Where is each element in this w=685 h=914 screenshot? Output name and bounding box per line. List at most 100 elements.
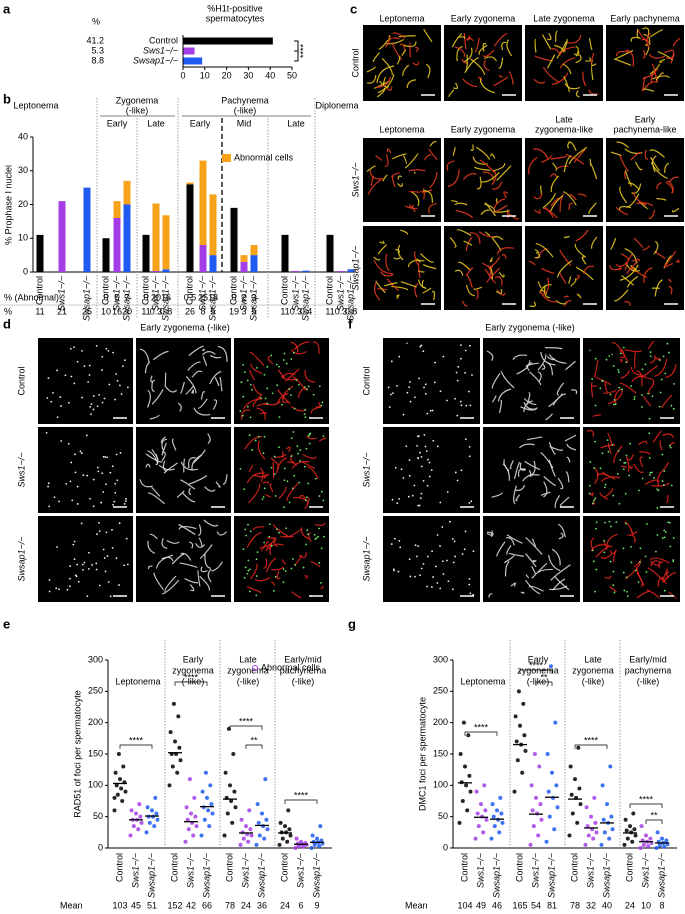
x-tick-label: Swsap1−/−: [201, 853, 211, 898]
point: [593, 820, 598, 825]
filament: [272, 524, 289, 537]
filament: [554, 576, 570, 591]
focus: [114, 398, 117, 401]
focus: [649, 355, 652, 358]
focus: [56, 416, 59, 419]
filament: [506, 39, 513, 57]
focus: [612, 584, 615, 587]
focus: [464, 371, 467, 374]
significance-bracket: [629, 803, 663, 808]
filament: [425, 63, 431, 79]
filament: [649, 29, 663, 38]
filament: [385, 253, 390, 272]
filament: [185, 386, 194, 395]
focus: [442, 355, 445, 358]
point: [534, 795, 538, 800]
significance-label: ****: [639, 794, 654, 804]
focus: [659, 359, 661, 361]
filament: [525, 574, 530, 579]
point: [630, 839, 635, 844]
focus: [616, 473, 619, 475]
filament: [493, 32, 508, 47]
filament: [281, 559, 287, 565]
focus: [594, 497, 597, 500]
focus: [242, 548, 245, 551]
focus: [669, 545, 672, 548]
filament: [486, 267, 501, 283]
focus: [111, 528, 113, 531]
mean-value: 78: [225, 900, 235, 910]
point: [294, 836, 299, 841]
filament: [627, 534, 636, 543]
filament: [528, 156, 538, 175]
focus: [624, 461, 627, 464]
filament: [203, 519, 219, 527]
row-label: Control: [361, 366, 371, 395]
filament: [261, 540, 270, 552]
filament: [211, 561, 223, 572]
focus: [625, 454, 628, 457]
point: [202, 817, 207, 822]
point: [152, 824, 157, 829]
filament: [537, 354, 547, 371]
focus: [125, 500, 127, 503]
x-tick-label: Sws1−/−: [197, 276, 207, 311]
filament: [619, 359, 623, 363]
filament: [624, 300, 631, 307]
filament: [673, 38, 680, 47]
value-label: 19: [229, 306, 239, 316]
filament: [482, 262, 494, 268]
point: [192, 795, 197, 800]
point: [309, 846, 314, 850]
focus: [105, 531, 108, 534]
focus: [658, 405, 661, 408]
filament: [151, 449, 159, 461]
x-tick-label: 50: [287, 70, 297, 80]
focus: [307, 482, 310, 485]
focus: [388, 406, 391, 408]
filament: [557, 477, 564, 490]
focus: [661, 480, 664, 483]
focus: [663, 589, 666, 592]
focus: [445, 559, 448, 562]
filament: [544, 206, 554, 218]
point: [532, 752, 537, 756]
bar-abnormal: [240, 255, 248, 262]
focus: [273, 589, 275, 592]
focus: [456, 379, 459, 382]
micrograph: [444, 226, 522, 310]
focus: [250, 383, 252, 386]
filament: [373, 256, 381, 261]
point: [624, 828, 629, 833]
abnormal-value: 0: [103, 292, 108, 302]
focus: [71, 499, 74, 502]
x-tick-label: Swsap1−/−: [656, 853, 666, 898]
filament: [377, 87, 386, 98]
filament: [177, 402, 182, 412]
micrograph: [234, 427, 329, 513]
filament: [650, 69, 659, 83]
point: [121, 764, 126, 769]
focus: [625, 361, 628, 364]
focus: [318, 385, 321, 388]
x-tick-label: 20: [222, 70, 232, 80]
filament: [456, 229, 472, 236]
focus: [303, 386, 306, 388]
filament: [191, 370, 203, 378]
focus: [288, 501, 291, 504]
filament: [248, 465, 254, 473]
focus: [457, 365, 460, 368]
focus: [59, 396, 62, 398]
filament: [250, 563, 258, 580]
filament: [524, 460, 541, 471]
focus: [461, 553, 464, 556]
focus: [298, 481, 301, 484]
focus: [463, 548, 466, 551]
point: [263, 777, 268, 782]
focus: [625, 576, 628, 579]
filament: [533, 193, 543, 200]
focus: [76, 360, 79, 363]
focus: [607, 450, 610, 453]
filament: [563, 190, 577, 206]
focus: [243, 371, 246, 373]
